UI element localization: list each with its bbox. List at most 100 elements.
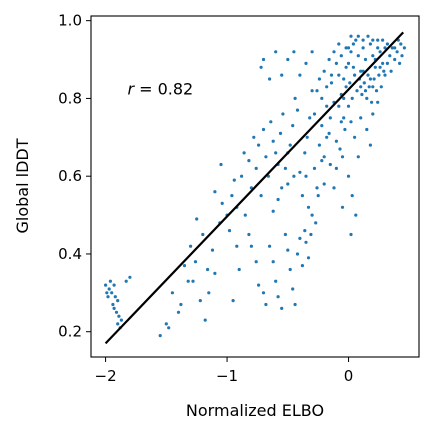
scatter-point — [203, 318, 207, 322]
scatter-point — [376, 38, 380, 42]
scatter-point — [354, 213, 358, 217]
scatter-point — [114, 310, 119, 314]
scatter-point — [334, 166, 338, 170]
scatter-point — [368, 42, 372, 46]
scatter-point — [376, 100, 380, 104]
scatter-point — [304, 240, 308, 244]
scatter-point — [348, 81, 352, 85]
scatter-point — [304, 174, 308, 178]
scatter-point — [325, 85, 329, 89]
scatter-point — [385, 42, 389, 46]
x-axis-label: Normalized ELBO — [186, 401, 324, 420]
scatter-point — [371, 112, 375, 116]
scatter-point — [317, 143, 321, 147]
scatter-point — [293, 96, 297, 100]
scatter-point — [353, 73, 357, 77]
scatter-point — [383, 73, 387, 77]
scatter-point — [257, 143, 261, 147]
scatter-point — [112, 283, 116, 287]
scatter-point — [356, 54, 360, 58]
scatter-point — [310, 89, 314, 93]
scatter-point — [235, 244, 239, 248]
scatter-point — [322, 69, 326, 73]
scatter-point — [232, 178, 236, 182]
scatter-point — [306, 205, 311, 209]
scatter-point — [288, 143, 292, 147]
scatter-point — [105, 291, 109, 295]
scatter-point — [402, 46, 406, 50]
scatter-point — [242, 151, 246, 155]
x-tick-label: 0 — [344, 367, 354, 385]
scatter-point — [372, 77, 376, 81]
scatter-point — [252, 135, 256, 139]
scatter-point — [398, 61, 402, 65]
scatter-point — [108, 279, 112, 283]
scatter-point — [170, 291, 174, 295]
correlation-value: = 0.82 — [134, 80, 193, 99]
scatter-point — [363, 89, 368, 93]
scatter-point — [379, 85, 383, 89]
scatter-point — [206, 267, 210, 272]
scatter-point — [300, 194, 304, 198]
scatter-point — [312, 166, 317, 170]
scatter-point — [280, 73, 284, 77]
scatter-point — [116, 322, 120, 326]
scatter-point — [191, 279, 195, 283]
scatter-point — [360, 92, 364, 97]
scatter-point — [314, 221, 318, 225]
scatter-point — [377, 73, 381, 77]
scatter-point — [271, 209, 275, 213]
scatter-point — [186, 279, 190, 283]
y-tick-label: 0.4 — [58, 245, 82, 263]
scatter-point — [291, 124, 295, 128]
scatter-point — [374, 89, 379, 93]
scatter-point — [359, 85, 363, 89]
scatter-point — [327, 57, 331, 62]
scatter-point — [340, 205, 345, 209]
scatter-point — [243, 213, 247, 217]
scatter-point — [124, 279, 128, 283]
scatter-point — [230, 194, 234, 198]
scatter-point — [327, 131, 331, 135]
scatter-point — [264, 302, 268, 307]
scatter-point — [368, 143, 372, 147]
fit-line — [104, 31, 405, 345]
scatter-point — [376, 46, 380, 50]
scatter-point — [207, 291, 211, 295]
scatter-point — [393, 57, 397, 62]
scatter-point — [112, 306, 116, 310]
scatter-point — [300, 264, 304, 268]
scatter-point — [388, 54, 392, 58]
scatter-point — [261, 57, 266, 62]
correlation-symbol: r — [127, 80, 135, 99]
scatter-point — [276, 197, 280, 202]
scatter-point — [312, 112, 317, 116]
scatter-point — [381, 38, 385, 42]
scatter-point — [393, 46, 397, 50]
scatter-point — [106, 295, 110, 299]
scatter-point — [268, 244, 272, 248]
scatter-point — [278, 131, 283, 135]
scatter-point — [274, 50, 278, 54]
scatter-point — [179, 302, 183, 307]
scatter-point — [167, 326, 171, 330]
scatter-point — [213, 190, 217, 194]
scatter-point — [385, 61, 389, 65]
scatter-point — [295, 108, 300, 112]
scatter-point — [308, 116, 312, 120]
scatter-point — [381, 61, 385, 65]
scatter-point — [350, 96, 354, 100]
scatter-point — [400, 54, 404, 58]
scatter-point — [371, 38, 375, 42]
scatter-point — [261, 291, 266, 295]
x-tick-label: −2 — [95, 367, 117, 385]
scatter-point — [390, 46, 394, 50]
scatter-point — [268, 77, 272, 81]
scatter-point — [189, 244, 193, 248]
scatter-point — [295, 252, 300, 256]
scatter-point — [237, 267, 241, 272]
scatter-point — [219, 162, 223, 167]
scatter-point — [271, 260, 275, 264]
scatter-point — [337, 73, 341, 77]
scatter-point — [382, 69, 386, 73]
